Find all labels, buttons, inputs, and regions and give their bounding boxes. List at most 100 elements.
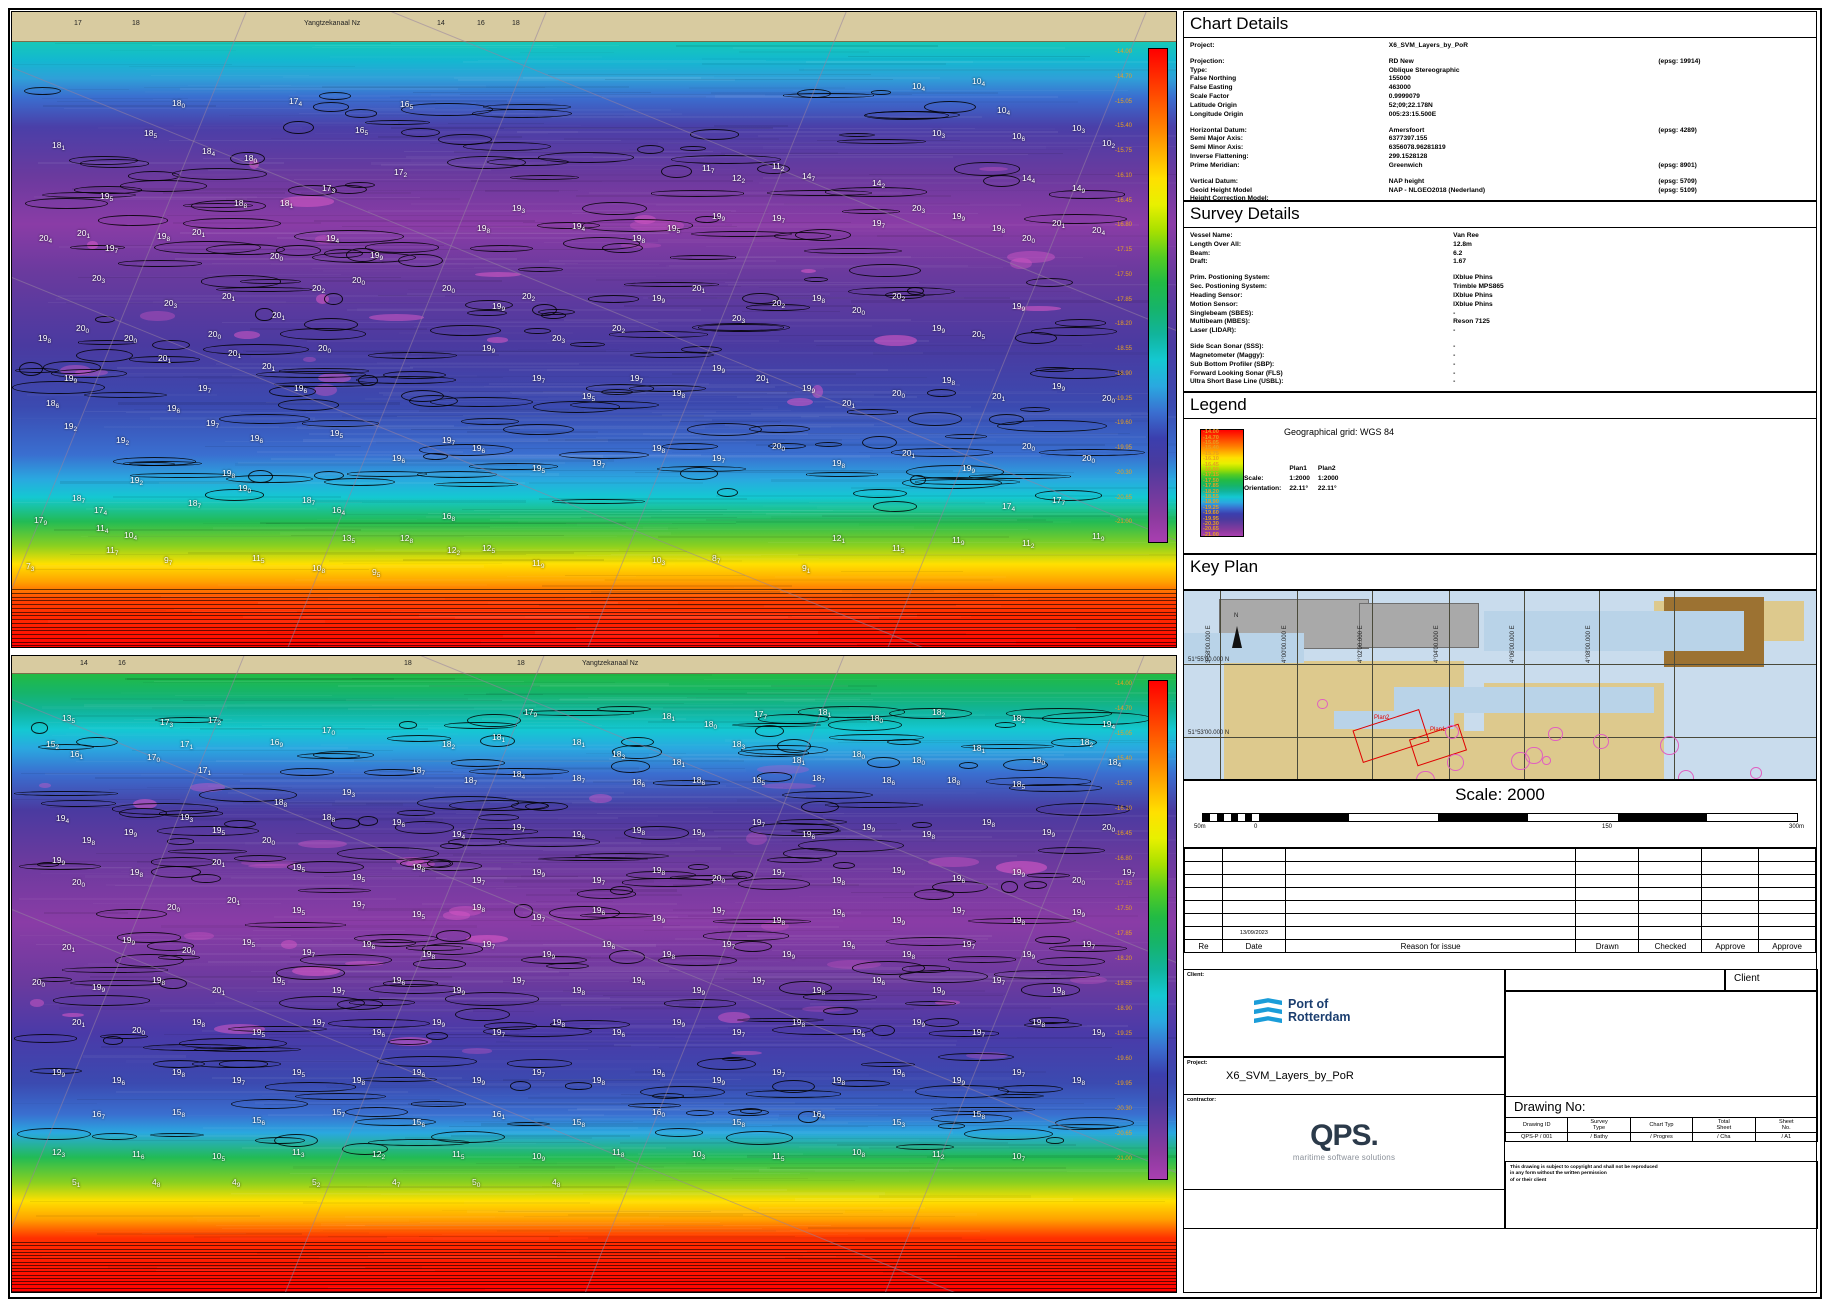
- revision-cell[interactable]: [1639, 914, 1702, 927]
- plan-colorbar-tick: -20.65: [1115, 495, 1132, 501]
- bathy-shoal-patch: [487, 337, 508, 343]
- revision-cell[interactable]: [1285, 927, 1575, 940]
- bathy-texture-streak: [663, 926, 839, 929]
- depth-sounding-label: 197: [302, 948, 315, 958]
- revision-cell[interactable]: [1702, 927, 1759, 940]
- revision-cell[interactable]: [1759, 927, 1816, 940]
- depth-sounding-label: 199: [1052, 382, 1065, 392]
- revision-cell[interactable]: [1702, 901, 1759, 914]
- revision-cell[interactable]: [1285, 888, 1575, 901]
- revision-cell[interactable]: [1222, 901, 1285, 914]
- plan1-bathymetry-chart[interactable]: 17 18 Yangtzekanaal Nz 14 16 18 -14.00 -14.70-…: [11, 11, 1177, 648]
- bathy-texture-streak: [414, 326, 639, 327]
- depth-sounding-label: 200: [892, 389, 905, 399]
- revision-cell[interactable]: [1222, 888, 1285, 901]
- bathy-texture-streak: [175, 258, 517, 261]
- revision-cell[interactable]: [1759, 901, 1816, 914]
- detail-value: -: [1453, 327, 1810, 336]
- bathy-texture-streak: [793, 90, 1128, 91]
- revision-cell[interactable]: [1702, 862, 1759, 875]
- revision-cell[interactable]: [1576, 888, 1639, 901]
- revision-cell[interactable]: [1576, 927, 1639, 940]
- revision-cell[interactable]: [1639, 888, 1702, 901]
- bathy-texture-streak: [358, 1011, 533, 1012]
- revision-cell[interactable]: [1285, 849, 1575, 862]
- revision-cell[interactable]: [1759, 914, 1816, 927]
- revision-cell[interactable]: [1576, 875, 1639, 888]
- bathy-texture-streak: [101, 1046, 211, 1048]
- revision-cell[interactable]: [1576, 849, 1639, 862]
- revision-row[interactable]: 13/09/2023: [1185, 927, 1816, 940]
- revision-cell[interactable]: [1639, 901, 1702, 914]
- revision-cell[interactable]: [1222, 862, 1285, 875]
- bathy-texture-streak: [784, 701, 1177, 702]
- revision-row[interactable]: [1185, 888, 1816, 901]
- revision-cell[interactable]: [1185, 875, 1223, 888]
- key-plan-longitude-label: 4°00'00.000 E: [1282, 625, 1288, 663]
- revision-cell[interactable]: [1576, 901, 1639, 914]
- revision-cell[interactable]: [1759, 875, 1816, 888]
- bathy-texture-streak: [529, 482, 703, 484]
- revision-cell[interactable]: [1285, 875, 1575, 888]
- revision-cell[interactable]: [1185, 927, 1223, 940]
- revision-cell[interactable]: [1639, 927, 1702, 940]
- depth-sounding-label: 122: [732, 174, 745, 184]
- revision-cell[interactable]: [1759, 849, 1816, 862]
- depth-sounding-label: 167: [92, 1110, 105, 1120]
- revision-cell[interactable]: 13/09/2023: [1222, 927, 1285, 940]
- plan-colorbar-tick: -15.05: [1115, 99, 1132, 105]
- revision-cell[interactable]: [1285, 914, 1575, 927]
- revision-row[interactable]: [1185, 875, 1816, 888]
- bathy-texture-streak: [531, 925, 680, 926]
- revision-cell[interactable]: [1185, 862, 1223, 875]
- depth-contour: [398, 254, 443, 268]
- revision-cell[interactable]: [1285, 901, 1575, 914]
- legend-plan1-scale: 1:2000: [1289, 475, 1316, 483]
- bathy-texture-streak: [347, 309, 701, 311]
- revision-cell[interactable]: [1639, 875, 1702, 888]
- depth-sounding-label: 196: [612, 1028, 625, 1038]
- bathy-texture-streak: [736, 521, 1053, 523]
- key-plan-map-frame[interactable]: 3°58'00.000 E 4°00'00.000 E 4°02'00.000 E4…: [1183, 590, 1817, 780]
- revision-cell[interactable]: [1185, 901, 1223, 914]
- revision-cell[interactable]: [1185, 849, 1223, 862]
- revision-cell[interactable]: [1222, 875, 1285, 888]
- depth-sounding-label: 200: [772, 442, 785, 452]
- revision-cell[interactable]: [1576, 914, 1639, 927]
- bathy-texture-streak: [489, 383, 709, 385]
- key-plan-map[interactable]: 3°58'00.000 E 4°00'00.000 E 4°02'00.000 E4…: [1184, 591, 1816, 779]
- revision-row[interactable]: [1185, 862, 1816, 875]
- detail-epsg: [1658, 135, 1810, 144]
- revision-cell[interactable]: [1702, 849, 1759, 862]
- plan1-bathymetry-surface: [12, 42, 1176, 648]
- depth-sounding-label: 125: [482, 544, 495, 554]
- revision-cell[interactable]: [1639, 849, 1702, 862]
- depth-sounding-label: 197: [105, 244, 118, 254]
- revision-cell[interactable]: [1285, 862, 1575, 875]
- revision-cell[interactable]: [1759, 862, 1816, 875]
- revision-cell[interactable]: [1185, 888, 1223, 901]
- depth-sounding-label: 107: [1012, 1152, 1025, 1162]
- revision-cell[interactable]: [1576, 862, 1639, 875]
- revision-row[interactable]: [1185, 901, 1816, 914]
- bathy-texture-streak: [670, 421, 781, 422]
- revision-cell[interactable]: [1639, 862, 1702, 875]
- depth-sounding-label: 197: [992, 976, 1005, 986]
- revision-cell[interactable]: [1702, 914, 1759, 927]
- scale-bar-segment: [1203, 814, 1210, 821]
- revision-cell[interactable]: [1702, 875, 1759, 888]
- bathy-texture-streak: [676, 45, 938, 47]
- depth-sounding-label: 158: [732, 1118, 745, 1128]
- revision-table[interactable]: 13/09/2023 Re Date Reason for issue Drawn Che…: [1184, 848, 1816, 953]
- revision-cell[interactable]: [1222, 914, 1285, 927]
- depth-sounding-label: 196: [872, 976, 885, 986]
- plan2-bathymetry-chart[interactable]: 14 16 18 Yangtzekanaal Nz 18 -14.00 -14.70 -15…: [11, 655, 1177, 1293]
- bathy-texture-streak: [260, 522, 626, 524]
- revision-cell[interactable]: [1759, 888, 1816, 901]
- revision-cell[interactable]: [1185, 914, 1223, 927]
- revision-row[interactable]: [1185, 849, 1816, 862]
- revision-row[interactable]: [1185, 914, 1816, 927]
- bathy-texture-streak: [408, 289, 543, 290]
- revision-cell[interactable]: [1702, 888, 1759, 901]
- revision-cell[interactable]: [1222, 849, 1285, 862]
